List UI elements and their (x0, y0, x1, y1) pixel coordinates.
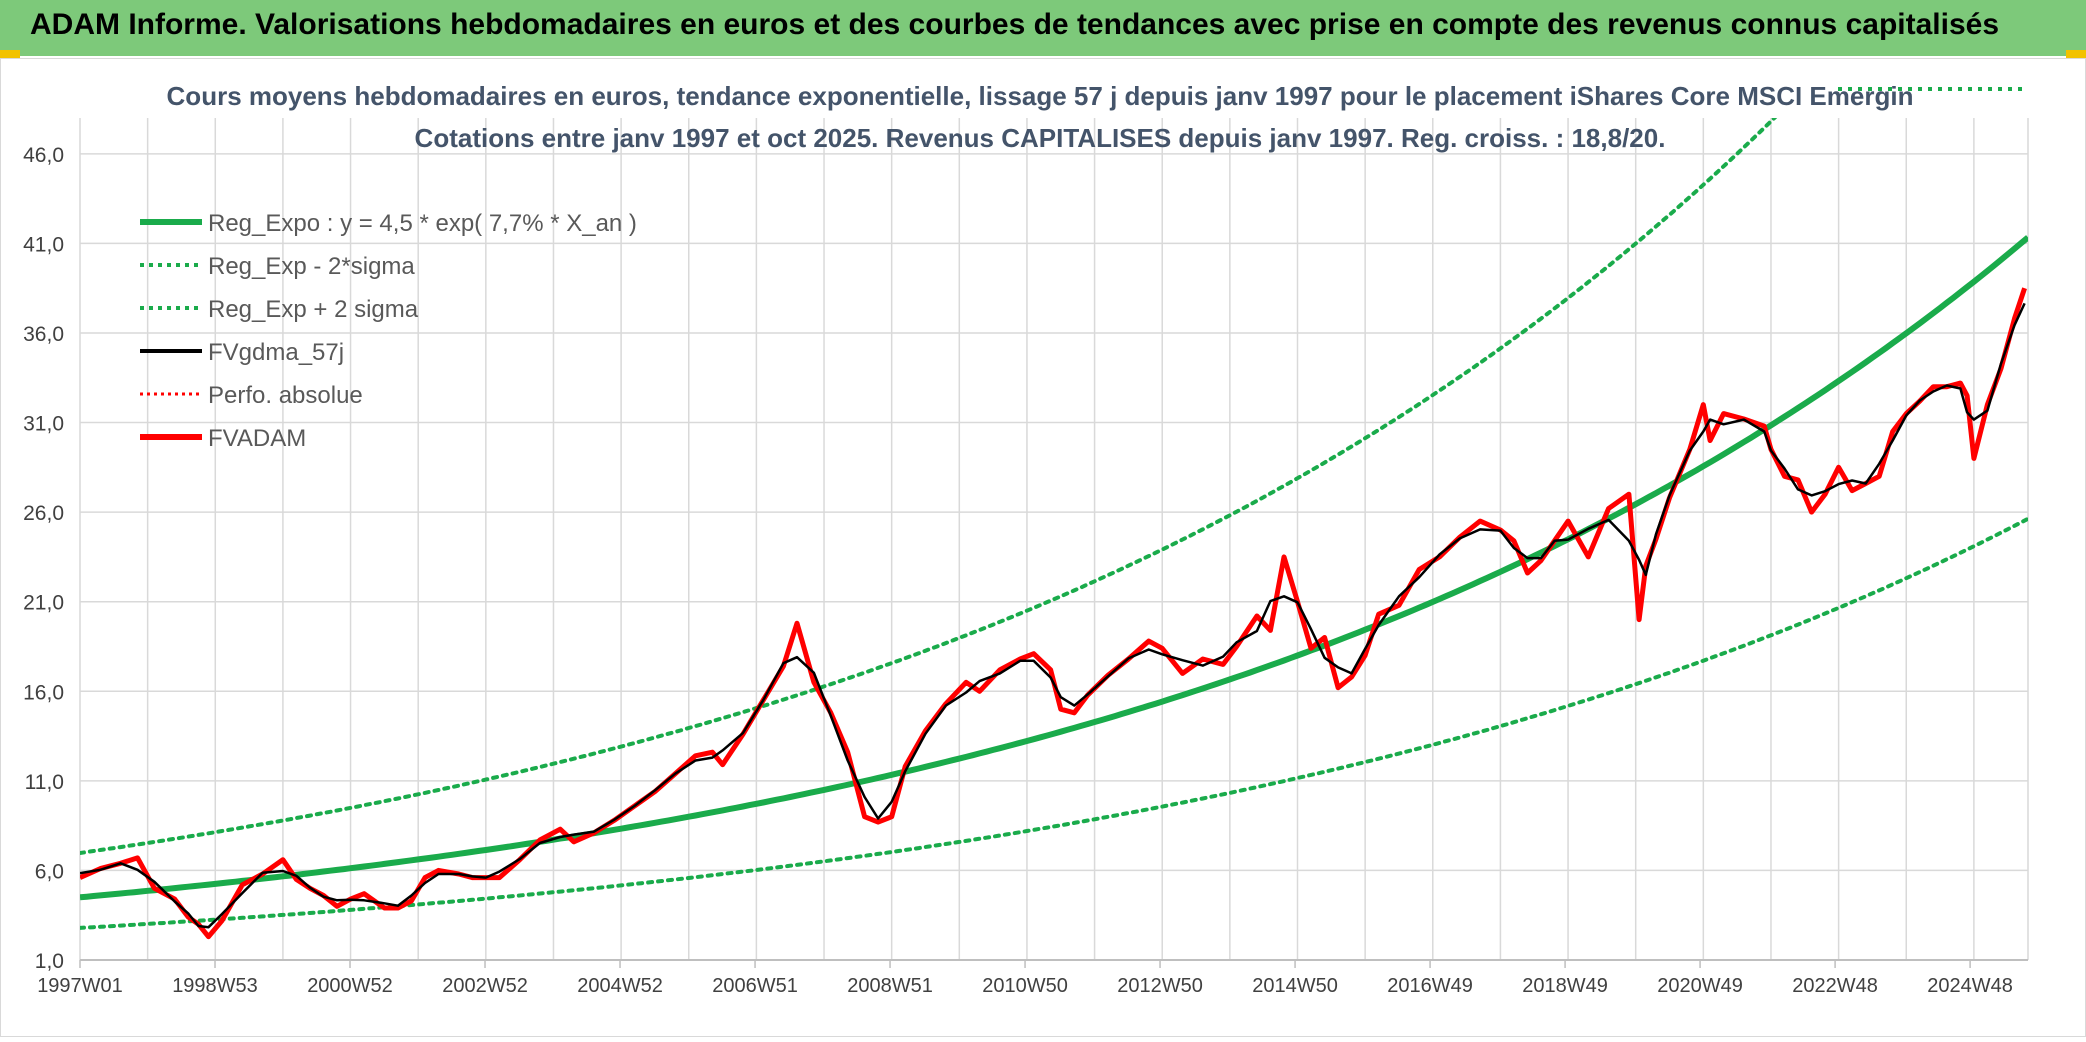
x-tick-label: 2016W49 (1387, 975, 1473, 997)
y-tick-label: 46,0 (23, 144, 64, 167)
x-tick-label: 2014W50 (1252, 975, 1338, 997)
y-tick-label: 16,0 (23, 681, 64, 704)
y-tick-label: 11,0 (25, 771, 64, 794)
y-tick-label: 41,0 (23, 233, 64, 256)
series-line-reg-exp-plus (80, 118, 1778, 855)
x-axis-labels: 1997W01 1998W53 2000W52 2002W52 2004W52 2006W… (37, 975, 2013, 997)
corner-marker-left (0, 50, 20, 58)
x-tick-label: 2000W52 (307, 975, 393, 997)
series-line-fvgdma (80, 302, 2026, 929)
legend-label-fvadam: FVADAM (208, 425, 306, 452)
legend-label-reg-exp-plus: Reg_Exp + 2 sigma (208, 296, 419, 323)
x-tick-label: 2004W52 (577, 975, 663, 997)
x-tick-label: 2008W51 (847, 975, 933, 997)
x-tick-label: 2018W49 (1522, 975, 1608, 997)
y-tick-label: 21,0 (23, 592, 64, 615)
x-tick-label: 2012W50 (1117, 975, 1203, 997)
chart-container: 1,0 6,0 11,0 16,0 21,0 26,0 31,0 36,0 41,0 46,0 1… (0, 58, 2086, 1037)
legend-label-fvgdma: FVgdma_57j (208, 339, 344, 366)
gridlines (79, 118, 2029, 968)
corner-marker-right (2066, 50, 2086, 58)
chart-border (0, 58, 2086, 1037)
y-tick-label: 31,0 (23, 413, 64, 436)
x-tick-label: 2022W48 (1792, 975, 1878, 997)
legend-label-perfo: Perfo. absolue (208, 382, 363, 409)
x-tick-label: 2006W51 (712, 975, 798, 997)
chart-legend: Reg_Expo : y = 4,5 * exp( 7,7% * X_an ) … (140, 210, 637, 452)
x-tick-label: 2020W49 (1657, 975, 1743, 997)
x-tick-label: 2002W52 (442, 975, 528, 997)
chart-subtitle: Cotations entre janv 1997 et oct 2025. R… (415, 123, 1666, 153)
x-tick-label: 2010W50 (982, 975, 1068, 997)
y-tick-label: 6,0 (35, 860, 64, 883)
x-tick-label: 1998W53 (172, 975, 258, 997)
y-tick-label: 26,0 (23, 502, 64, 525)
x-tick-label: 2024W48 (1927, 975, 2013, 997)
series-lines (80, 118, 2028, 940)
chart-svg: 1,0 6,0 11,0 16,0 21,0 26,0 31,0 36,0 41,0 46,0 1… (0, 58, 2086, 1037)
legend-label-reg-exp-minus: Reg_Exp - 2*sigma (208, 253, 415, 280)
y-tick-label: 1,0 (35, 950, 64, 973)
report-title: ADAM Informe. Valorisations hebdomadaire… (30, 8, 1999, 41)
report-header: ADAM Informe. Valorisations hebdomadaire… (0, 0, 2086, 56)
legend-label-reg-expo: Reg_Expo : y = 4,5 * exp( 7,7% * X_an ) (208, 210, 637, 237)
chart-title: Cours moyens hebdomadaires en euros, ten… (167, 81, 1914, 111)
series-line-reg-expo (80, 235, 2028, 901)
x-tick-label: 1997W01 (37, 975, 123, 997)
y-tick-label: 36,0 (23, 323, 64, 346)
y-axis-labels: 1,0 6,0 11,0 16,0 21,0 26,0 31,0 36,0 41,0 46,0 (23, 144, 64, 973)
